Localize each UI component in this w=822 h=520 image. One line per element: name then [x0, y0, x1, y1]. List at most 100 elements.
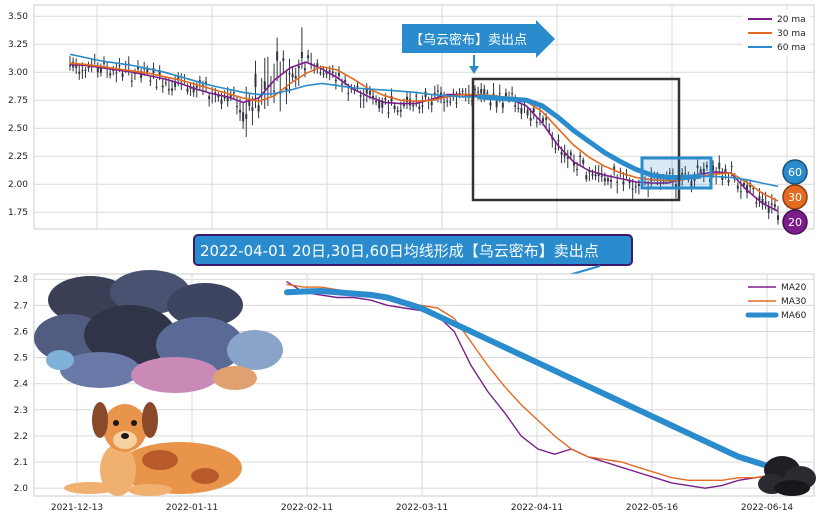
top-grid [34, 5, 814, 229]
candle-body [511, 93, 514, 95]
candle-body [303, 68, 306, 71]
bottom-x-tick-label: 2022-06-14 [741, 503, 794, 513]
candle-body [146, 68, 149, 72]
candle-body [384, 98, 387, 100]
MA60-line [284, 288, 775, 471]
candle-body [322, 73, 325, 75]
candle-body [242, 112, 245, 122]
candle-body [684, 173, 687, 175]
candle-body [767, 206, 770, 213]
candle-body [399, 109, 402, 112]
highlight-box-small [640, 156, 713, 190]
candle-body [591, 173, 594, 176]
badge-30-label: 30 [788, 191, 802, 204]
cloud-puff [60, 352, 140, 388]
candle-body [263, 81, 266, 90]
bottom-y-tick-label: 2.6 [14, 327, 29, 337]
ma60-highlight-line [476, 94, 702, 180]
candle-body [266, 85, 269, 87]
candle-body [130, 80, 133, 82]
cloud-puff [46, 350, 74, 370]
legend-label-MA60: MA60 [781, 311, 807, 321]
candle-body [356, 85, 359, 87]
bottom-x-tick-label: 2021-12-13 [51, 503, 103, 513]
candle-body [752, 188, 755, 190]
top-ma-lines [69, 53, 779, 212]
candle-body [712, 165, 715, 171]
candle-body [594, 174, 597, 177]
candle-body [75, 64, 78, 68]
storm-cloud-illustration [34, 270, 283, 393]
candle-body [557, 140, 560, 142]
candle-body [582, 159, 585, 164]
candle-body [458, 93, 461, 95]
candle-body [421, 105, 424, 107]
candle-body [560, 151, 563, 155]
bottom-x-tick-label: 2022-02-11 [281, 503, 333, 513]
dog-illustration [64, 402, 242, 496]
candle-body [174, 81, 177, 87]
top-banner-text: 【乌云密布】卖出点 [410, 32, 527, 48]
candle-body [300, 52, 303, 59]
candle-body [477, 91, 480, 93]
candle-body [566, 157, 569, 159]
candle-body [690, 180, 693, 188]
candle-body [746, 185, 749, 193]
candle-body [127, 63, 130, 65]
top-y-tick-label: 2.50 [8, 124, 28, 134]
bottom-y-tick-label: 2.7 [14, 301, 28, 311]
candle-body [192, 86, 195, 93]
candle-body [446, 101, 449, 103]
candle-body [325, 71, 328, 74]
candle-body [171, 88, 174, 91]
candle-body [613, 166, 616, 170]
candle-body [294, 75, 297, 79]
ma-badges: 60 30 20 [782, 159, 808, 235]
dog-spot [142, 450, 178, 470]
candle-body [412, 104, 415, 107]
bottom-x-ticks: 2021-12-13 2022-01-11 2022-02-11 2022-03-11… [51, 503, 794, 513]
candle-body [164, 82, 167, 84]
dog-nose [121, 433, 129, 439]
cloud-puff [227, 330, 283, 370]
candle-body [103, 62, 106, 64]
candle-body [739, 191, 742, 193]
candle-body [761, 198, 764, 205]
candle-body [235, 106, 238, 108]
candle-body [603, 178, 606, 182]
candle-body [393, 105, 396, 110]
candle-body [69, 65, 71, 67]
dog-paw [128, 484, 172, 496]
candle-body [455, 102, 458, 104]
top-y-tick-label: 2.00 [8, 180, 28, 190]
candle-body [402, 103, 405, 106]
bottom-panel: 2.02.12.22.32.42.52.62.72.8 2021-12-13 20… [14, 270, 816, 513]
candle-body [480, 88, 483, 94]
candle-body [316, 63, 319, 67]
candle-body [362, 99, 365, 101]
candle-body [365, 89, 368, 94]
dark-cloud-icon [758, 456, 816, 496]
candle-body [554, 148, 557, 150]
candle-body [109, 73, 112, 76]
bottom-y-tick-label: 2.4 [14, 380, 29, 390]
candle-body [526, 110, 529, 116]
bottom-y-tick-label: 2.1 [14, 458, 28, 468]
candle-body [186, 88, 189, 92]
candle-body [606, 178, 609, 182]
candle-body [223, 96, 226, 99]
candle-body [381, 101, 384, 108]
candle-body [770, 203, 773, 205]
candle-body [742, 182, 745, 186]
bottom-legend: MA20 MA30 MA60 [745, 283, 807, 321]
candle-body [576, 169, 579, 171]
candle-body [705, 165, 708, 168]
candle-body [337, 73, 340, 76]
dark-cloud-puff [774, 480, 810, 496]
bottom-y-ticks: 2.0 2.1 2.2 2.3 2.4 2.5 2.6 2.7 2.8 [14, 275, 29, 494]
badge-20 [782, 209, 808, 235]
candle-body [730, 165, 733, 167]
candle-body [724, 168, 727, 173]
candle-body [344, 79, 347, 82]
candle-body [341, 83, 344, 85]
